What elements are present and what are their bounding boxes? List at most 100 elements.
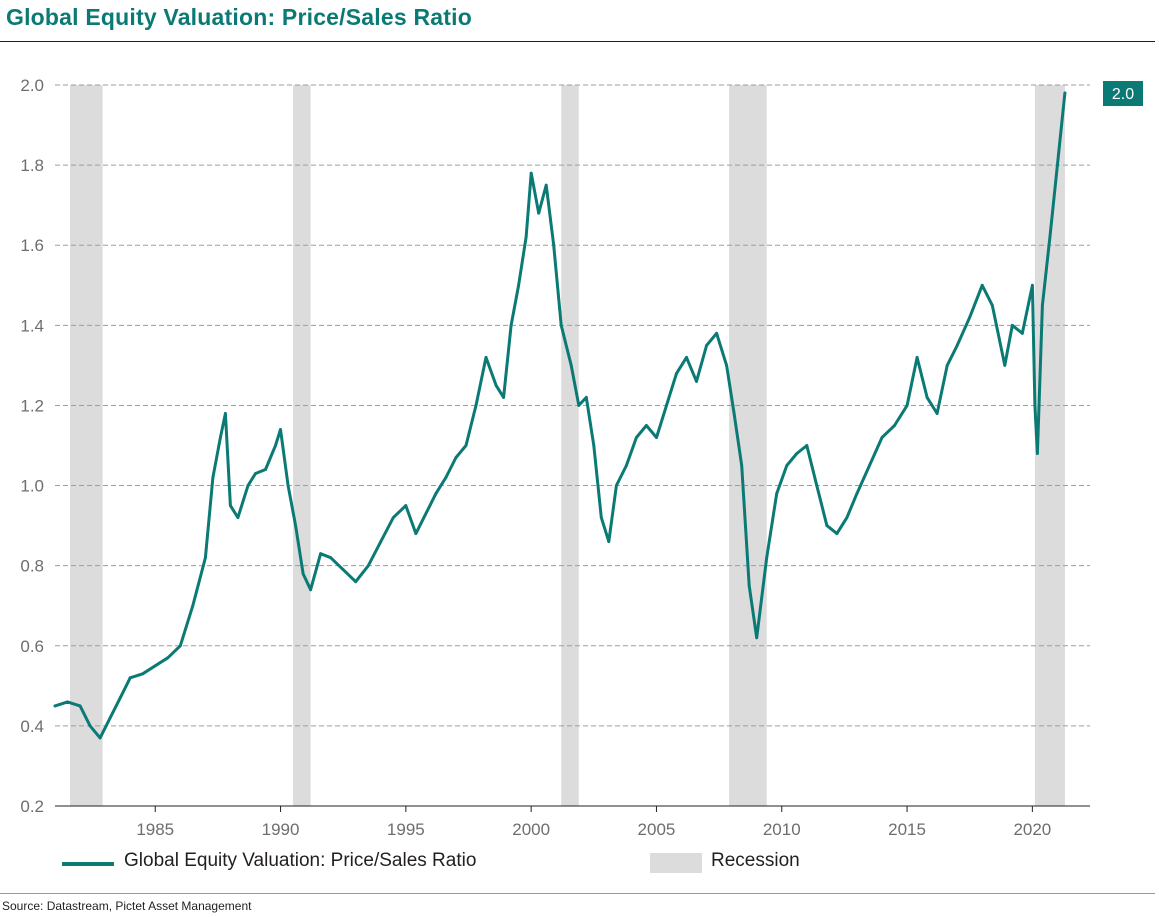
series-point [1048, 235, 1052, 239]
series-point [795, 452, 799, 455]
series-point [88, 724, 92, 728]
series-point [424, 512, 428, 515]
series-point [624, 464, 628, 467]
series-point [319, 552, 323, 556]
series-point [1056, 163, 1059, 167]
y-tick-label: 0.8 [20, 557, 44, 576]
series-point [434, 492, 438, 495]
recession-band-4 [1034, 85, 1065, 806]
y-tick-label: 2.0 [20, 76, 44, 95]
legend-recession-swatch [650, 853, 702, 873]
series-point [855, 492, 859, 495]
series-point [805, 444, 809, 447]
series-point [286, 484, 290, 487]
series-point [218, 436, 222, 439]
series-point [559, 323, 563, 327]
series-point [645, 424, 648, 427]
series-point [725, 363, 729, 367]
series-point [274, 444, 277, 447]
gridlines [55, 84, 1090, 727]
series-point [1035, 452, 1039, 455]
series-point [254, 472, 257, 475]
series-point [935, 412, 939, 415]
series-point [66, 700, 69, 704]
chart-title: Global Equity Valuation: Price/Sales Rat… [6, 4, 472, 30]
series-point [529, 171, 533, 175]
series-point [517, 283, 521, 287]
series-point [705, 343, 708, 347]
y-tick-label: 0.6 [20, 637, 44, 656]
y-tick-label: 1.0 [20, 477, 44, 496]
series-point [391, 516, 395, 519]
x-axis-ticks: 1985 1990 1995 2000 2005 2010 2015 2020 [136, 806, 1051, 839]
series-point [379, 540, 383, 544]
legend-recession-label: Recession [711, 850, 800, 871]
series-point [141, 672, 145, 676]
series-point [845, 516, 849, 519]
series-point [1003, 363, 1007, 367]
series-point [785, 464, 789, 467]
series-point [537, 211, 541, 215]
legend-series-label: Global Equity Valuation: Price/Sales Rat… [124, 850, 477, 871]
series-point [925, 396, 929, 399]
x-tick-label: 1990 [262, 820, 300, 839]
series-point [502, 396, 505, 399]
series-point [524, 235, 528, 239]
series-point [584, 396, 588, 399]
series-point [655, 436, 658, 439]
series-point [775, 492, 779, 495]
title-divider [0, 41, 1155, 42]
series-point [294, 524, 297, 528]
series-point [53, 704, 57, 708]
series-point [635, 436, 638, 439]
series-point [341, 568, 345, 572]
series-point [893, 424, 896, 427]
series-point [715, 331, 718, 335]
series-point [264, 468, 267, 471]
footer-divider [0, 893, 1155, 894]
recession-bands [70, 85, 1065, 806]
series-line [53, 91, 1067, 740]
series-point [366, 564, 370, 568]
series-point [329, 556, 333, 560]
series-point [868, 464, 871, 467]
series-point [592, 444, 596, 447]
recession-band-1 [293, 85, 311, 806]
series-point [665, 404, 668, 407]
y-tick-label: 1.2 [20, 396, 44, 415]
series-point [675, 372, 678, 375]
series-point [1010, 323, 1014, 327]
series-point [454, 456, 458, 459]
x-tick-label: 2000 [512, 820, 550, 839]
series-point [118, 696, 122, 700]
recession-band-0 [70, 85, 103, 806]
series-point [178, 644, 182, 648]
series-point [955, 343, 959, 347]
series-point [755, 636, 759, 640]
series-point [614, 484, 618, 487]
series-point [98, 736, 102, 740]
series-point [464, 444, 468, 447]
x-tick-label: 2010 [763, 820, 801, 839]
series-point [128, 676, 132, 680]
x-tick-label: 2020 [1013, 820, 1051, 839]
series-point [279, 428, 282, 431]
series-point [945, 363, 949, 367]
end-value-label: 2.0 [1112, 86, 1134, 103]
series-point [301, 572, 305, 576]
series-point [760, 596, 764, 600]
y-tick-label: 0.4 [20, 717, 44, 736]
source-note: Source: Datastream, Pictet Asset Managem… [2, 899, 252, 913]
series-point [815, 484, 819, 487]
series-point [166, 656, 170, 660]
x-tick-label: 1995 [387, 820, 425, 839]
series-point [1020, 331, 1024, 335]
end-value-label-group: 2.0 [1103, 81, 1143, 107]
series-point [732, 412, 736, 415]
series-point [880, 436, 884, 439]
series-point [484, 355, 488, 359]
series-point [747, 584, 751, 588]
series-point [577, 404, 581, 407]
series-point [980, 283, 984, 287]
x-tick-label: 2005 [638, 820, 676, 839]
